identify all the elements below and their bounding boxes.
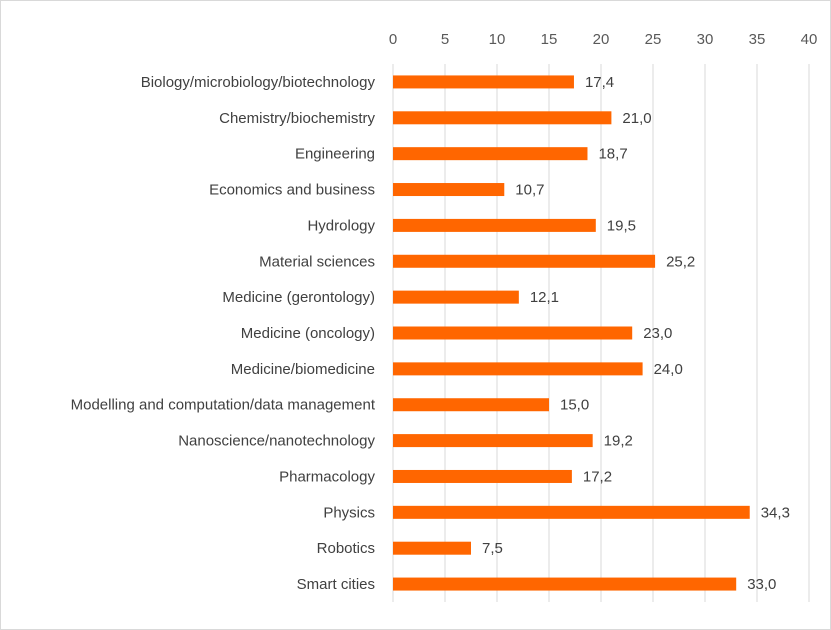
bar (393, 362, 643, 376)
data-labels: 17,4 21,0 18,7 10,7 19,5 25,2 12,1 23,0 24,0 15,0… (482, 74, 790, 593)
category-label: Smart cities (297, 576, 375, 593)
data-label: 18,7 (598, 146, 627, 163)
category-label: Physics (323, 504, 375, 521)
x-tick-label: 5 (441, 31, 449, 48)
bar (393, 434, 593, 448)
x-tick-label: 20 (593, 31, 610, 48)
x-tick-label: 35 (749, 31, 766, 48)
bar (393, 75, 574, 89)
data-label: 19,2 (604, 433, 633, 450)
bar (393, 147, 588, 161)
x-tick-label: 15 (541, 31, 558, 48)
bar (393, 541, 471, 555)
bar (393, 111, 612, 125)
data-label: 12,1 (530, 289, 559, 306)
data-label: 33,0 (747, 576, 776, 593)
x-tick-label: 25 (645, 31, 662, 48)
category-label: Robotics (317, 540, 375, 557)
category-label: Medicine (gerontology) (222, 289, 375, 306)
data-label: 17,4 (585, 74, 614, 91)
data-label: 34,3 (761, 504, 790, 521)
category-label: Engineering (295, 146, 375, 163)
bars (393, 75, 750, 591)
category-label: Nanoscience/nanotechnology (178, 433, 375, 450)
category-label: Hydrology (307, 217, 375, 234)
category-label: Chemistry/biochemistry (219, 110, 375, 127)
data-label: 25,2 (666, 253, 695, 270)
category-label: Medicine (oncology) (241, 325, 375, 342)
data-label: 19,5 (607, 217, 636, 234)
x-tick-label: 40 (801, 31, 818, 48)
data-label: 7,5 (482, 540, 503, 557)
category-label: Pharmacology (279, 468, 375, 485)
bar (393, 398, 549, 412)
category-label: Modelling and computation/data managemen… (71, 397, 376, 414)
bar (393, 505, 750, 519)
data-label: 15,0 (560, 397, 589, 414)
bar (393, 290, 519, 304)
category-label: Medicine/biomedicine (231, 361, 375, 378)
bar (393, 183, 505, 197)
x-tick-label: 30 (697, 31, 714, 48)
x-tick-label: 0 (389, 31, 397, 48)
data-label: 21,0 (622, 110, 651, 127)
bar (393, 254, 656, 268)
data-label: 24,0 (654, 361, 683, 378)
category-labels: Biology/microbiology/biotechnology Chemis… (71, 74, 376, 593)
x-axis-tick-labels: 0 5 10 15 20 25 30 35 40 (389, 31, 818, 48)
category-label: Material sciences (259, 253, 375, 270)
data-label: 17,2 (583, 468, 612, 485)
x-tick-label: 10 (489, 31, 506, 48)
data-label: 23,0 (643, 325, 672, 342)
category-label: Biology/microbiology/biotechnology (141, 74, 376, 91)
bar (393, 218, 596, 232)
bar (393, 577, 737, 591)
bar (393, 469, 572, 483)
category-label: Economics and business (209, 182, 375, 199)
data-label: 10,7 (515, 182, 544, 199)
bar (393, 326, 633, 340)
